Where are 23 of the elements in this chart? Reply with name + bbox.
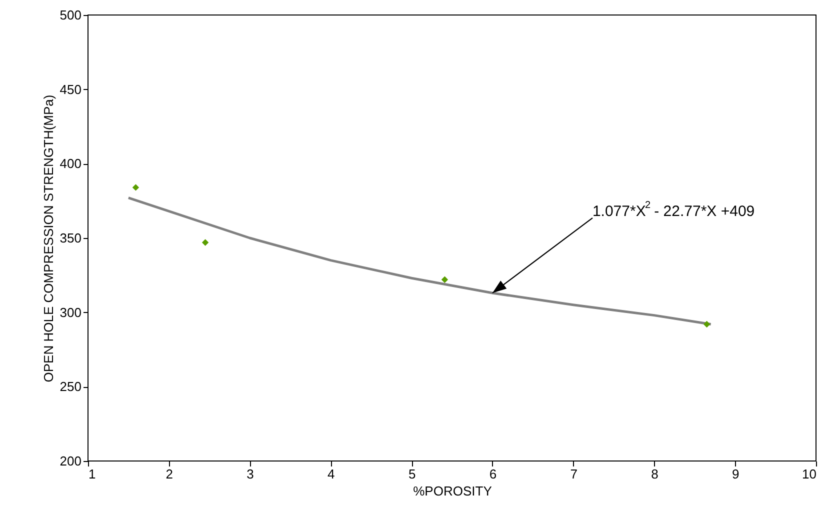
point: [202, 239, 209, 246]
x-tick-label: 6: [489, 466, 497, 482]
point: [703, 320, 710, 328]
x-tick-label: 5: [408, 466, 416, 482]
y-tick-label: 300: [60, 304, 82, 320]
x-tick-label: 1: [88, 466, 96, 482]
x-tick-label: 9: [732, 466, 740, 482]
x-tick-label: 4: [328, 466, 335, 482]
y-tick-label: 350: [60, 230, 82, 246]
y-tick-label: 400: [60, 156, 82, 172]
x-tick-label: 10: [802, 466, 816, 482]
x-tick-label: 8: [651, 466, 658, 482]
y-tick-label: 200: [60, 454, 82, 468]
x-tick-label: 7: [570, 466, 578, 482]
y-axis-title: OPEN HOLE COMPRESSION STRENGTH(MPa): [40, 94, 56, 382]
x-axis-title: %POROSITY: [413, 484, 492, 498]
point: [132, 184, 140, 191]
point: [441, 276, 448, 283]
x-tick-label: 2: [166, 466, 174, 482]
y-tick-label: 500: [60, 8, 82, 22]
y-tick-label: 250: [60, 379, 82, 394]
y-tick-label: 450: [60, 82, 82, 97]
x-tick-label: 3: [246, 466, 254, 482]
